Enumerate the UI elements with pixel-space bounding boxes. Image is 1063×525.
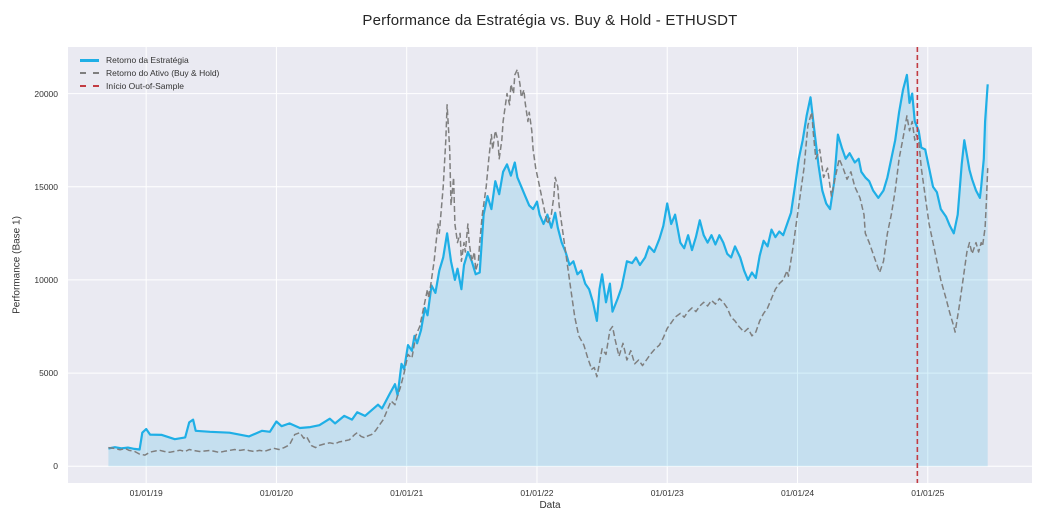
x-tick-label: 01/01/25 [911,488,945,498]
x-tick-label: 01/01/24 [780,488,815,498]
y-tick-label: 10000 [34,274,58,285]
legend-label: Retorno da Estratégia [106,55,189,65]
legend-label: Início Out-of-Sample [106,81,184,91]
x-tick-label: 01/01/21 [390,488,424,498]
y-axis-label: Performance (Base 1) [11,216,23,314]
legend-line-swatch [80,58,99,62]
legend-item: Retorno da Estratégia [80,55,219,65]
x-tick-label: 01/01/22 [520,488,554,498]
series-line [108,68,989,456]
y-tick-label: 5000 [39,368,58,379]
legend-line-swatch [80,72,99,74]
legend: Retorno da Estratégia Retorno do Ativo (B… [80,55,219,91]
x-tick-label: 01/01/20 [259,488,293,498]
legend-item: Retorno do Ativo (Buy & Hold) [80,68,219,78]
y-tick-label: 15000 [34,181,58,192]
series-line [108,73,989,451]
x-axis-label: Data [539,500,561,511]
plot-background [68,47,1032,483]
y-tick-label: 0 [53,461,58,472]
chart-title: Performance da Estratégia vs. Buy & Hold… [362,12,738,29]
x-tick-label: 01/01/19 [129,488,163,498]
legend-label: Retorno do Ativo (Buy & Hold) [106,68,220,78]
strategy-area-fill [108,74,988,467]
legend-item: Início Out-of-Sample [80,81,219,91]
x-tick-label: 01/01/23 [650,488,684,498]
legend-line-swatch [80,85,99,87]
y-tick-label: 20000 [34,88,58,99]
